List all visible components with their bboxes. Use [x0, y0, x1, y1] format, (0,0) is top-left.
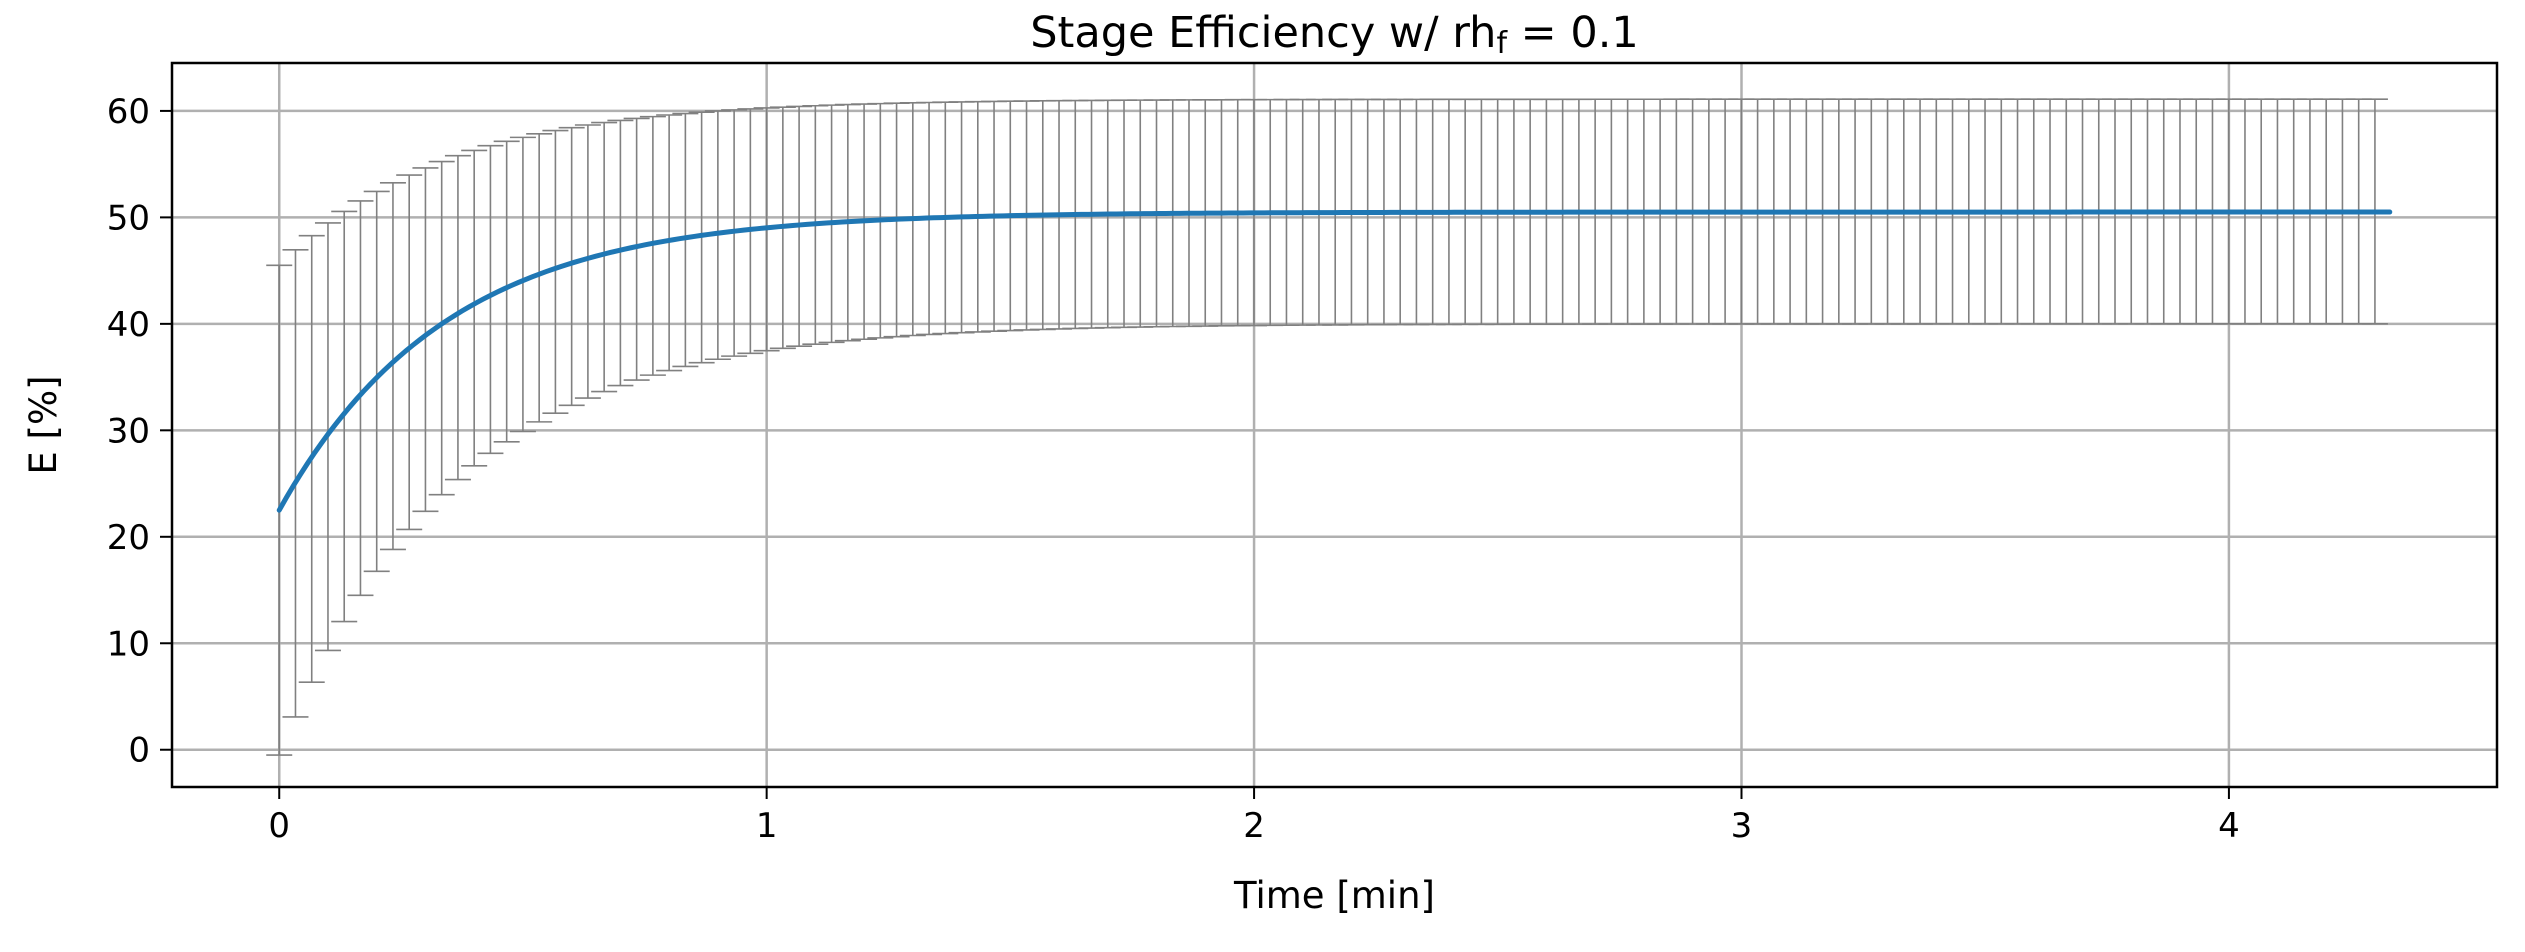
y-tick-label: 50: [107, 198, 150, 238]
series-line: [276, 209, 2393, 513]
error-bar: [526, 133, 553, 423]
error-bar: [623, 117, 650, 381]
y-tick-label: 20: [107, 518, 150, 558]
error-bar: [428, 160, 455, 496]
x-tick-label: 1: [756, 806, 778, 846]
x-axis-label: Time [min]: [1233, 874, 1435, 917]
chart-title: Stage Efficiency w/ rhf = 0.1: [1030, 8, 1639, 61]
error-bar: [477, 144, 504, 455]
y-tick-label: 30: [107, 411, 150, 451]
chart-title-subscript: f: [1496, 26, 1508, 61]
y-tick-label: 10: [107, 624, 150, 664]
error-bar: [591, 121, 618, 393]
error-bar: [461, 149, 488, 467]
error-bars-layer: [266, 98, 2388, 756]
error-bar: [542, 129, 569, 415]
chart-title-suffix: = 0.1: [1507, 8, 1639, 58]
error-bar: [444, 154, 471, 481]
x-tick-label: 3: [1731, 806, 1753, 846]
error-bar: [574, 124, 601, 399]
error-bar: [639, 115, 666, 376]
y-tick-label: 40: [107, 305, 150, 345]
chart-title-main: Stage Efficiency w/ rh: [1030, 8, 1496, 58]
x-tick-label: 0: [268, 806, 290, 846]
error-bar: [607, 119, 634, 387]
x-tick-label: 2: [1243, 806, 1265, 846]
y-tick-label: 60: [107, 92, 150, 132]
error-bar: [558, 126, 585, 407]
error-bar: [493, 140, 520, 443]
x-tick-label: 4: [2218, 806, 2240, 846]
y-axis-label: E [%]: [22, 375, 65, 474]
error-bar: [363, 190, 390, 573]
series-layer: [276, 209, 2393, 513]
error-bar: [509, 136, 536, 433]
error-bar: [396, 174, 423, 531]
error-bar: [379, 182, 406, 551]
plot-area-frame: [170, 61, 2499, 789]
y-tick-label: 0: [128, 731, 150, 771]
error-bar: [412, 167, 439, 513]
